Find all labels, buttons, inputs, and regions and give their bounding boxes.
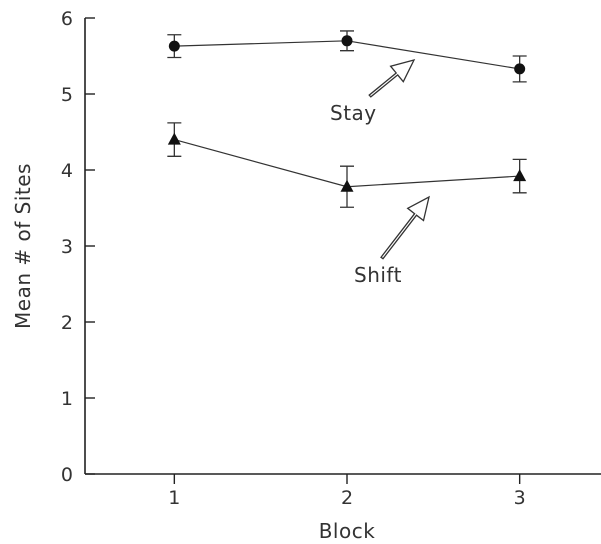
data-point — [341, 35, 353, 47]
axes: 0 1 2 3 4 5 6 1 2 3 — [61, 8, 601, 509]
data-point — [514, 63, 526, 75]
annotation-stay: Stay — [330, 101, 377, 125]
x-tick-label: 1 — [168, 487, 180, 509]
series-group — [167, 30, 527, 208]
annotation-shift: Shift — [354, 263, 402, 287]
x-tick-label: 3 — [514, 487, 526, 509]
data-point — [513, 169, 527, 182]
x-tick-label: 2 — [341, 487, 353, 509]
data-point — [168, 40, 180, 52]
y-tick-label: 6 — [61, 8, 73, 30]
y-tick-label: 5 — [61, 84, 73, 106]
y-tick-label: 1 — [61, 388, 73, 410]
annotation-shift-arrow-icon — [380, 195, 430, 260]
y-tick-label: 3 — [61, 236, 73, 258]
x-axis-label: Block — [319, 519, 376, 543]
y-tick-label: 4 — [61, 160, 73, 182]
y-tick-label: 2 — [61, 312, 73, 334]
y-ticks: 0 1 2 3 4 5 6 — [61, 8, 95, 486]
x-ticks: 1 2 3 — [168, 474, 526, 509]
annotation-stay-arrow-icon — [368, 59, 416, 98]
annotations: Stay Shift — [330, 59, 430, 287]
data-point — [340, 179, 354, 192]
y-tick-label: 0 — [61, 464, 73, 486]
series-stay — [167, 30, 527, 83]
data-point — [167, 132, 181, 145]
series-shift — [167, 122, 527, 208]
y-axis-label: Mean # of Sites — [11, 163, 35, 329]
